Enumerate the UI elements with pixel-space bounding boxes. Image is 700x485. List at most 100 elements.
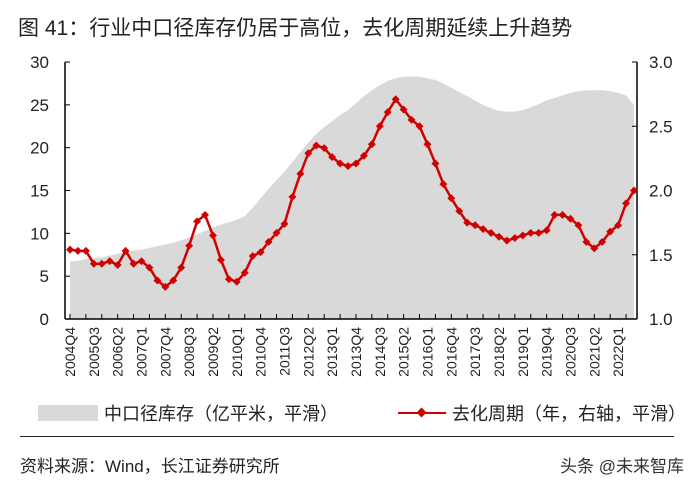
- destocking-cycle-point: [344, 162, 352, 171]
- destocking-cycle-point: [201, 210, 210, 219]
- destocking-cycle-point: [121, 246, 130, 255]
- destocking-cycle-point: [352, 159, 360, 168]
- divider: [20, 436, 674, 437]
- destocking-cycle-point: [280, 219, 289, 228]
- chart-plot: 0 5 10 15 20 25 30 1.0 1.5 2.0 2.5 3.0 2004Q4 2005Q3 2…: [30, 53, 673, 377]
- destocking-cycle-point: [375, 122, 384, 131]
- destocking-cycle-point: [367, 140, 376, 149]
- destocking-cycle-point: [145, 263, 154, 272]
- x-tick-label: 2007Q4: [157, 327, 173, 377]
- destocking-cycle-point: [304, 149, 313, 158]
- destocking-cycle-point: [534, 228, 543, 237]
- destocking-cycle-point: [574, 221, 583, 230]
- destocking-cycle-point: [622, 199, 631, 208]
- destocking-cycle-point: [240, 268, 249, 277]
- x-tick-label: 2010Q1: [229, 327, 245, 377]
- x-tick-label: 2018Q2: [491, 327, 507, 377]
- x-tick-label: 2011Q3: [276, 327, 292, 376]
- x-tick-label: 2014Q3: [372, 327, 388, 377]
- right-tick-label: 3.0: [649, 53, 673, 72]
- x-tick-label: 2009Q2: [205, 327, 221, 377]
- source-note: 资料来源：Wind，长江证券研究所: [20, 457, 280, 476]
- destocking-cycle-point: [169, 276, 178, 285]
- right-tick-label: 2.0: [649, 182, 673, 201]
- x-tick-label: 2015Q2: [396, 327, 412, 377]
- destocking-cycle-point: [129, 259, 138, 268]
- x-tick-label: 2005Q3: [86, 327, 102, 377]
- left-tick-label: 0: [40, 310, 49, 329]
- legend: 中口径库存（亿平米，平滑） 去化周期（年，右轴，平滑）: [38, 400, 686, 426]
- destocking-cycle-point: [518, 231, 527, 240]
- legend-area-swatch: [38, 405, 98, 421]
- destocking-cycle-point: [479, 225, 488, 234]
- watermark: 头条 @未来智库: [560, 457, 684, 476]
- x-tick-label: 2016Q4: [443, 327, 459, 377]
- x-tick-label: 2006Q2: [110, 327, 126, 377]
- destocking-cycle-point: [328, 153, 337, 162]
- destocking-cycle-point: [288, 192, 297, 201]
- left-tick-label: 25: [30, 96, 49, 115]
- x-tick-label: 2019Q1: [515, 327, 531, 377]
- destocking-cycle-point: [216, 255, 225, 264]
- left-tick-label: 10: [30, 224, 49, 243]
- destocking-cycle-point: [185, 241, 194, 250]
- destocking-cycle-point: [494, 232, 503, 241]
- inventory-area: [70, 76, 634, 320]
- legend-line-label: 去化周期（年，右轴，平滑）: [452, 404, 686, 424]
- x-tick-label: 2013Q4: [348, 327, 364, 377]
- destocking-cycle-point: [336, 159, 345, 168]
- destocking-cycle-point: [153, 276, 162, 285]
- x-tick-label: 2004Q4: [62, 327, 78, 377]
- left-tick-label: 20: [30, 139, 49, 158]
- destocking-cycle-point: [248, 252, 257, 260]
- destocking-cycle-point: [431, 159, 440, 168]
- x-tick-label: 2013Q1: [324, 327, 340, 377]
- x-tick-label: 2007Q1: [133, 327, 149, 377]
- destocking-cycle-point: [439, 180, 448, 189]
- destocking-cycle-point: [566, 214, 575, 223]
- x-tick-label: 2016Q1: [419, 327, 435, 377]
- destocking-cycle-point: [256, 248, 265, 257]
- legend-area-label: 中口径库存（亿平米，平滑）: [104, 404, 338, 424]
- destocking-cycle-point: [614, 221, 623, 230]
- destocking-cycle-point: [590, 244, 599, 253]
- destocking-cycle-point: [320, 144, 329, 153]
- left-tick-label: 5: [40, 267, 49, 286]
- destocking-cycle-point: [73, 246, 82, 255]
- x-tick-label: 2020Q3: [562, 327, 578, 377]
- chart-title: 图 41：行业中口径库存仍居于高位，去化周期延续上升趋势: [18, 17, 573, 40]
- destocking-cycle-point: [312, 141, 321, 150]
- right-tick-label: 2.5: [649, 117, 673, 136]
- destocking-cycle-point: [224, 275, 233, 284]
- left-tick-label: 30: [30, 53, 49, 72]
- destocking-cycle-point: [66, 245, 74, 254]
- destocking-cycle-point: [463, 218, 472, 227]
- x-tick-label: 2008Q3: [181, 327, 197, 377]
- destocking-cycle-point: [471, 221, 480, 230]
- destocking-cycle-point: [542, 226, 551, 235]
- destocking-cycle-point: [296, 169, 305, 178]
- destocking-cycle-point: [177, 263, 186, 272]
- destocking-cycle-point: [193, 217, 202, 226]
- x-tick-label: 2019Q4: [539, 327, 555, 377]
- legend-line-swatch: [398, 407, 446, 418]
- left-tick-label: 15: [30, 182, 49, 201]
- destocking-cycle-point: [630, 186, 638, 195]
- right-tick-label: 1.5: [649, 246, 673, 265]
- destocking-cycle-point: [487, 228, 495, 237]
- x-tick-label: 2017Q3: [467, 327, 483, 377]
- right-tick-label: 1.0: [649, 310, 673, 329]
- destocking-cycle-point: [455, 207, 464, 216]
- destocking-cycle-point: [272, 228, 281, 237]
- destocking-cycle-point: [502, 236, 511, 245]
- x-tick-label: 2012Q2: [300, 327, 316, 377]
- destocking-cycle-point: [510, 234, 519, 243]
- x-tick-label: 2022Q1: [610, 327, 626, 377]
- destocking-cycle-point: [161, 282, 170, 291]
- x-tick-label: 2010Q4: [253, 327, 269, 377]
- destocking-cycle-point: [447, 194, 456, 203]
- destocking-cycle-point: [526, 228, 535, 237]
- destocking-cycle-point: [423, 140, 432, 149]
- destocking-cycle-point: [209, 231, 217, 240]
